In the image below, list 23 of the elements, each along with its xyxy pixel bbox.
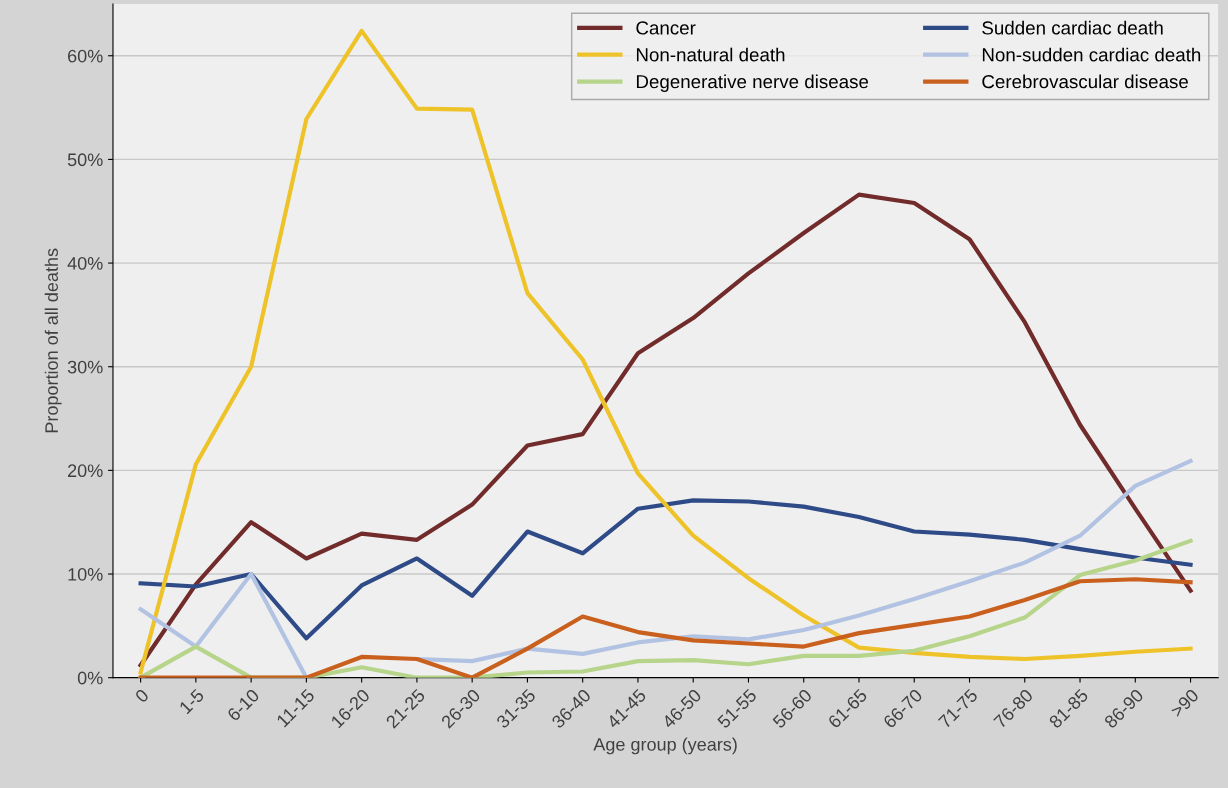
x-axis-title: Age group (years)	[593, 737, 737, 755]
legend-label: Non-natural death	[636, 47, 785, 62]
y-tick-label: 20%	[68, 464, 103, 478]
x-tick-label: 0	[134, 688, 150, 704]
legend-label: Sudden cardiac death	[982, 20, 1163, 35]
x-tick-label: 1-5	[178, 688, 205, 715]
line-series	[138, 577, 1193, 678]
y-tick-label: 10%	[68, 567, 103, 581]
x-tick-label: >90	[1169, 688, 1200, 718]
y-tick-label: 40%	[67, 257, 103, 270]
line-series	[138, 192, 1193, 668]
y-tick-label: 50%	[67, 153, 103, 167]
line-series	[138, 538, 1193, 678]
line-series	[138, 498, 1193, 641]
legend-label: Non-sudden cardiac death	[982, 47, 1201, 62]
legend-label: Cerebrovascular disease	[982, 74, 1188, 89]
y-tick-label: 60%	[68, 49, 103, 63]
x-tick-label: 6-10	[226, 688, 261, 722]
y-tick-label: 0%	[77, 671, 103, 685]
y-axis-title: Proportion of all deaths	[44, 248, 62, 433]
y-tick-label: 30%	[67, 360, 103, 374]
legend-label: Cancer	[636, 21, 696, 35]
legend-label: Degenerative nerve disease	[636, 74, 869, 92]
